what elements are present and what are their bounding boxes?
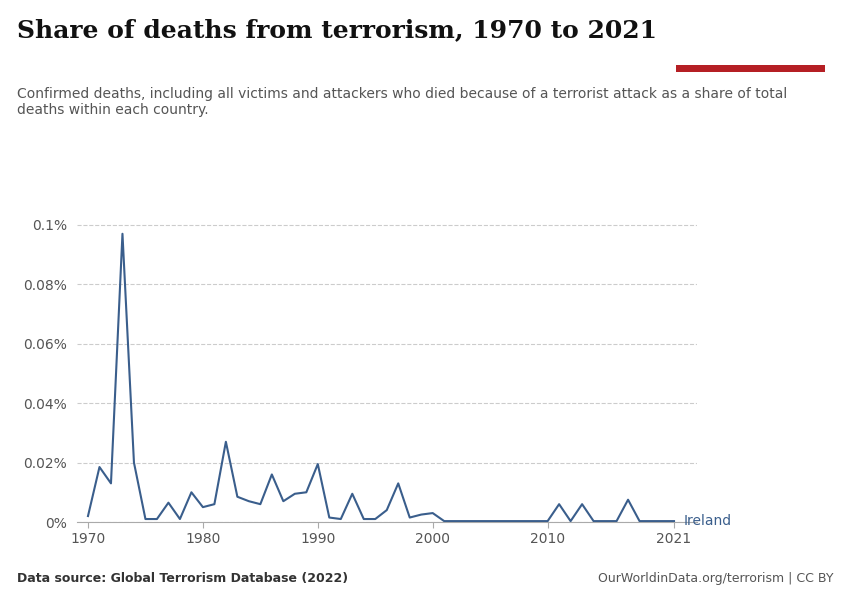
Text: Data source: Global Terrorism Database (2022): Data source: Global Terrorism Database (… bbox=[17, 572, 348, 585]
Text: in Data: in Data bbox=[726, 40, 774, 53]
Text: Share of deaths from terrorism, 1970 to 2021: Share of deaths from terrorism, 1970 to … bbox=[17, 18, 657, 42]
Text: Confirmed deaths, including all victims and attackers who died because of a terr: Confirmed deaths, including all victims … bbox=[17, 87, 787, 117]
Text: OurWorldinData.org/terrorism | CC BY: OurWorldinData.org/terrorism | CC BY bbox=[598, 572, 833, 585]
Text: Our World: Our World bbox=[717, 22, 784, 35]
Text: Ireland: Ireland bbox=[683, 514, 731, 528]
FancyBboxPatch shape bbox=[676, 65, 824, 72]
